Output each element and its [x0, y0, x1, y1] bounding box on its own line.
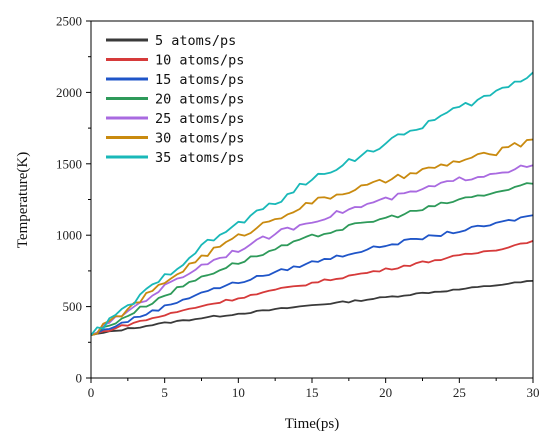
series-line-20: [90, 182, 534, 336]
series-line-30: [90, 138, 534, 337]
x-axis-title: Time(ps): [285, 416, 339, 432]
series-line-10: [90, 240, 534, 337]
x-tick-label: 20: [379, 385, 392, 400]
y-tick-label: 2000: [56, 85, 82, 100]
legend-label: 20 atoms/ps: [155, 92, 244, 108]
y-tick-label: 1000: [56, 228, 82, 243]
legend-label: 25 atoms/ps: [155, 111, 244, 127]
x-tick-label: 0: [88, 385, 95, 400]
legend: 5 atoms/ps 10 atoms/ps 15 atoms/ps 20 atoms…: [106, 33, 244, 166]
series-line-35: [90, 71, 534, 336]
legend-label: 30 atoms/ps: [155, 131, 244, 147]
y-axis-title: Temperature(K): [15, 152, 31, 248]
series-line-25: [90, 164, 534, 336]
series-line-5: [90, 280, 534, 337]
x-tick-label: 15: [306, 385, 319, 400]
y-tick-label: 500: [63, 299, 83, 314]
x-axis: 0 5 10 15 20 25 30: [88, 378, 540, 400]
legend-label: 35 atoms/ps: [155, 150, 244, 166]
x-tick-label: 5: [161, 385, 168, 400]
legend-label: 10 atoms/ps: [155, 53, 244, 69]
series-layer: [90, 71, 534, 337]
series-line-15: [90, 214, 534, 337]
y-tick-label: 0: [76, 371, 83, 386]
y-tick-label: 1500: [56, 156, 82, 171]
x-tick-label: 30: [527, 385, 540, 400]
x-tick-label: 10: [232, 385, 245, 400]
legend-label: 5 atoms/ps: [155, 33, 236, 49]
x-tick-label: 25: [453, 385, 466, 400]
y-tick-label: 2500: [56, 14, 82, 29]
legend-label: 15 atoms/ps: [155, 72, 244, 88]
y-axis: 0 500 1000 1500 2000 2500: [56, 14, 91, 386]
